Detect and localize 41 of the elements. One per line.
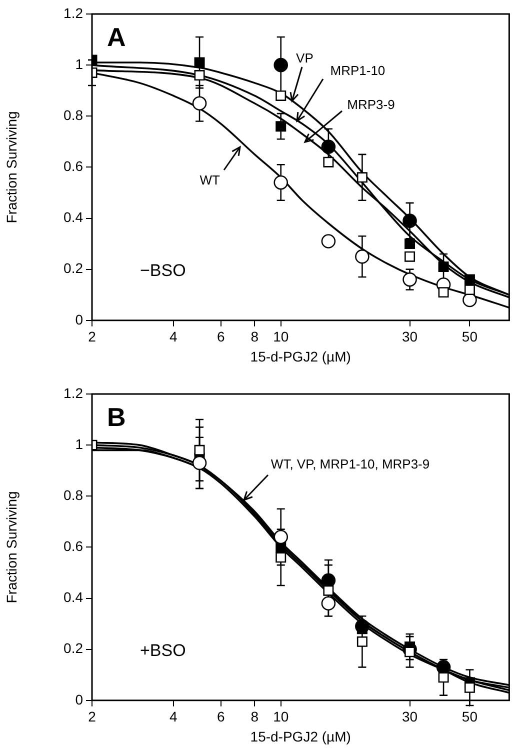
y-tick-label: 0.8 bbox=[64, 106, 84, 123]
x-tick-label: 30 bbox=[402, 328, 418, 345]
annotation: MRP3-9 bbox=[347, 97, 395, 112]
y-tick-label: 0 bbox=[75, 311, 84, 328]
y-tick-label: 1.2 bbox=[64, 384, 84, 401]
x-tick-label: 6 bbox=[217, 708, 226, 725]
x-tick-label: 4 bbox=[169, 708, 178, 725]
x-tick-label: 10 bbox=[273, 328, 289, 345]
x-tick-label: 50 bbox=[462, 328, 478, 345]
x-axis-title: 15-d-PGJ2 (µM) bbox=[250, 348, 351, 364]
y-tick-label: 1 bbox=[75, 56, 84, 72]
y-tick-label: 0.4 bbox=[64, 589, 84, 606]
y-tick-label: 0.2 bbox=[64, 640, 84, 656]
x-tick-label: 4 bbox=[169, 328, 178, 345]
x-tick-label: 2 bbox=[88, 328, 96, 345]
annotation: MRP1-10 bbox=[330, 62, 386, 78]
y-axis-title: Fraction Surviving bbox=[3, 111, 20, 224]
y-tick-label: 0 bbox=[75, 691, 84, 708]
y-tick-label: 0.6 bbox=[64, 538, 84, 554]
y-tick-label: 0.6 bbox=[64, 158, 84, 174]
chart-title: A bbox=[107, 22, 126, 52]
annotation: +BSO bbox=[140, 641, 186, 660]
y-tick-label: 0.2 bbox=[64, 260, 84, 276]
annotation: WT bbox=[200, 172, 220, 188]
y-tick-label: 0.8 bbox=[64, 486, 84, 503]
x-tick-label: 8 bbox=[250, 708, 259, 725]
annotation: WT, VP, MRP1-10, MRP3-9 bbox=[270, 456, 430, 472]
y-tick-label: 1.2 bbox=[64, 4, 84, 21]
y-tick-label: 1 bbox=[75, 436, 84, 452]
x-tick-label: 30 bbox=[402, 708, 418, 725]
x-tick-label: 50 bbox=[462, 708, 478, 725]
x-tick-label: 2 bbox=[88, 708, 96, 725]
x-tick-label: 8 bbox=[250, 328, 259, 345]
x-axis-title: 15-d-PGJ2 (µM) bbox=[250, 728, 351, 744]
annotation: −BSO bbox=[140, 261, 186, 280]
chart-title: B bbox=[107, 402, 126, 432]
y-axis-title: Fraction Surviving bbox=[3, 491, 20, 604]
annotation: VP bbox=[296, 50, 314, 66]
y-tick-label: 0.4 bbox=[64, 209, 84, 226]
x-tick-label: 6 bbox=[217, 328, 226, 345]
x-tick-label: 10 bbox=[273, 708, 289, 725]
